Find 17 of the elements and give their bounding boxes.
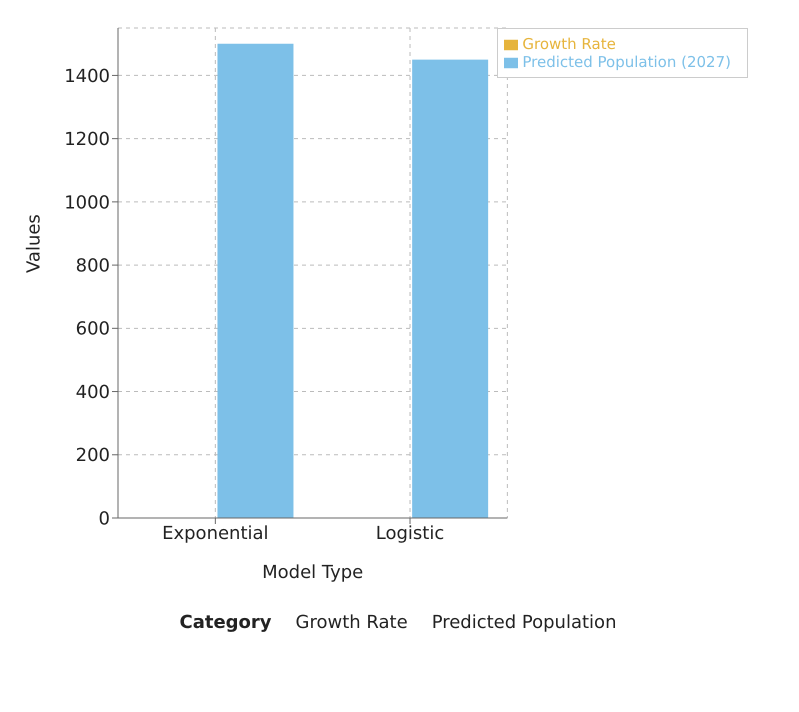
text: Category bbox=[180, 612, 272, 633]
y-tick-label: 1200 bbox=[64, 129, 110, 150]
y-axis-title: Values bbox=[23, 214, 44, 273]
y-tick-label: 200 bbox=[76, 445, 110, 466]
y-tick-label: 800 bbox=[76, 255, 110, 276]
x-tick-label: Logistic bbox=[376, 522, 444, 544]
y-tick-label: 1400 bbox=[64, 66, 110, 87]
y-tick-label: 600 bbox=[76, 318, 110, 340]
y-tick-label: 0 bbox=[98, 508, 110, 530]
x-tick-label: Exponential bbox=[162, 522, 269, 544]
y-tick-label: 400 bbox=[76, 382, 110, 403]
x-axis-title: Model Type bbox=[262, 562, 364, 583]
text: Predicted Population bbox=[432, 612, 616, 633]
legend-label: Predicted Population (2027) bbox=[522, 53, 731, 71]
text: Growth Rate bbox=[296, 612, 408, 633]
legend-label: Growth Rate bbox=[522, 35, 616, 53]
y-tick-label: 1000 bbox=[64, 192, 110, 214]
